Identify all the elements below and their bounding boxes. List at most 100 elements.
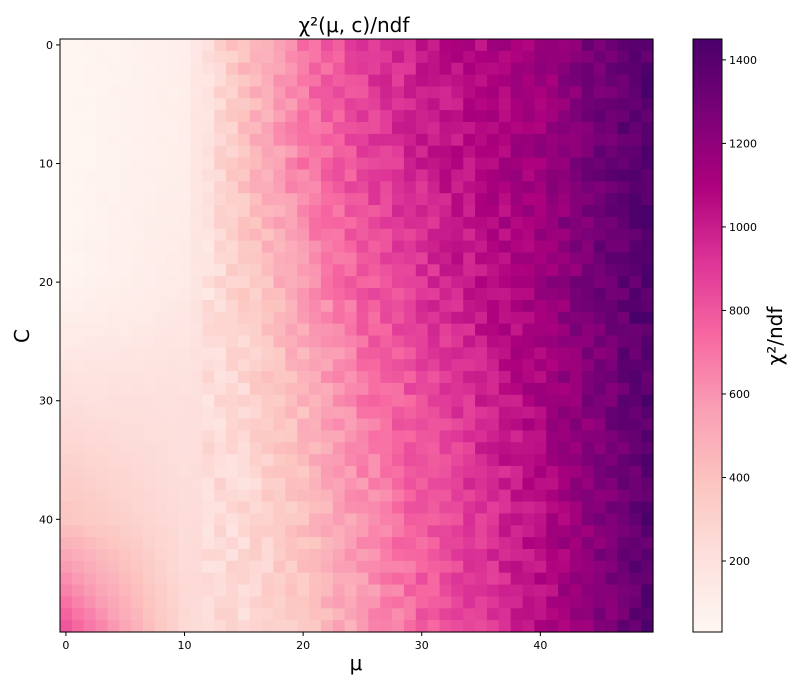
heatmap-cell (285, 299, 298, 313)
heatmap-cell (309, 489, 322, 503)
heatmap-cell (427, 418, 441, 431)
heatmap-cell (617, 323, 630, 337)
heatmap-cell (534, 525, 547, 538)
heatmap-cell (629, 74, 642, 88)
heatmap-cell (214, 371, 227, 384)
heatmap-cell (415, 276, 429, 289)
heatmap-cell (71, 98, 85, 111)
heatmap-cell (344, 98, 358, 111)
heatmap-cell (463, 335, 476, 348)
heatmap-cell (498, 335, 512, 348)
heatmap-cell (71, 584, 85, 598)
heatmap-cell (403, 406, 417, 420)
heatmap-cell (498, 584, 512, 598)
heatmap-cell (131, 311, 144, 325)
heatmap-cell (463, 169, 476, 182)
heatmap-cell (439, 596, 452, 609)
heatmap-cell (249, 620, 263, 633)
heatmap-cell (463, 406, 476, 420)
heatmap-cell (190, 50, 203, 64)
heatmap-cell (154, 181, 168, 194)
heatmap-cell (415, 39, 429, 52)
heatmap-cell (273, 572, 286, 586)
heatmap-cell (498, 454, 512, 467)
heatmap-cell (486, 442, 500, 455)
heatmap-cell (380, 442, 393, 455)
heatmap-cell (392, 145, 405, 159)
heatmap-cell (522, 584, 535, 598)
heatmap-cell (451, 216, 464, 230)
heatmap-cell (190, 454, 203, 467)
heatmap-cell (71, 465, 85, 479)
heatmap-cell (297, 359, 310, 372)
heatmap-cell (403, 572, 417, 586)
heatmap-cell (190, 157, 203, 171)
heatmap-cell (60, 584, 73, 598)
heatmap-cell (83, 252, 97, 265)
heatmap-cell (617, 501, 630, 514)
heatmap-cell (451, 193, 464, 206)
heatmap-cell (486, 98, 500, 111)
heatmap-cell (332, 181, 346, 194)
heatmap-cell (226, 323, 239, 337)
heatmap-cell (261, 299, 275, 313)
heatmap-cell (214, 430, 227, 443)
heatmap-cell (178, 299, 192, 313)
heatmap-cell (403, 537, 417, 550)
heatmap-cell (368, 477, 381, 491)
heatmap-cell (320, 252, 334, 265)
heatmap-cell (166, 86, 180, 99)
heatmap-cell (214, 359, 227, 372)
heatmap-cell (569, 501, 583, 514)
heatmap-cell (83, 216, 97, 230)
heatmap-cell (641, 418, 654, 431)
heatmap-cell (214, 133, 227, 147)
heatmap-cell (178, 181, 192, 194)
heatmap-cell (486, 240, 500, 254)
heatmap-cell (569, 465, 583, 479)
heatmap-cell (629, 228, 642, 242)
heatmap-cell (629, 193, 642, 206)
heatmap-cell (273, 110, 286, 123)
heatmap-cell (107, 335, 120, 348)
heatmap-cell (71, 193, 85, 206)
heatmap-cell (368, 110, 381, 123)
heatmap-cell (451, 62, 464, 76)
heatmap-cell (249, 311, 263, 325)
heatmap-cell (297, 406, 310, 420)
heatmap-cell (368, 299, 381, 313)
heatmap-cell (107, 276, 120, 289)
heatmap-cell (368, 216, 381, 230)
heatmap-cell (463, 39, 476, 52)
heatmap-cell (534, 252, 547, 265)
heatmap-cell (463, 323, 476, 337)
heatmap-cell (237, 465, 251, 479)
heatmap-cell (581, 193, 595, 206)
heatmap-cell (320, 205, 334, 218)
heatmap-cell (510, 288, 524, 301)
heatmap-cell (427, 216, 441, 230)
heatmap-cell (178, 98, 192, 111)
heatmap-cell (605, 133, 619, 147)
heatmap-cell (522, 596, 535, 609)
heatmap-cell (143, 276, 156, 289)
heatmap-cell (427, 465, 441, 479)
x-axis-label: μ (350, 651, 363, 675)
heatmap-cell (332, 418, 346, 431)
heatmap-cell (403, 181, 417, 194)
heatmap-cell (380, 465, 393, 479)
heatmap-cell (202, 240, 215, 254)
heatmap-cell (581, 299, 595, 313)
heatmap-cell (475, 560, 488, 574)
heatmap-cell (226, 584, 239, 598)
heatmap-cell (356, 572, 369, 586)
heatmap-cell (166, 50, 180, 64)
heatmap-cell (131, 442, 144, 455)
heatmap-cell (166, 216, 180, 230)
heatmap-cell (71, 394, 85, 408)
heatmap-cell (403, 50, 417, 64)
heatmap-cell (166, 181, 180, 194)
heatmap-cell (439, 501, 452, 514)
heatmap-cell (641, 406, 654, 420)
